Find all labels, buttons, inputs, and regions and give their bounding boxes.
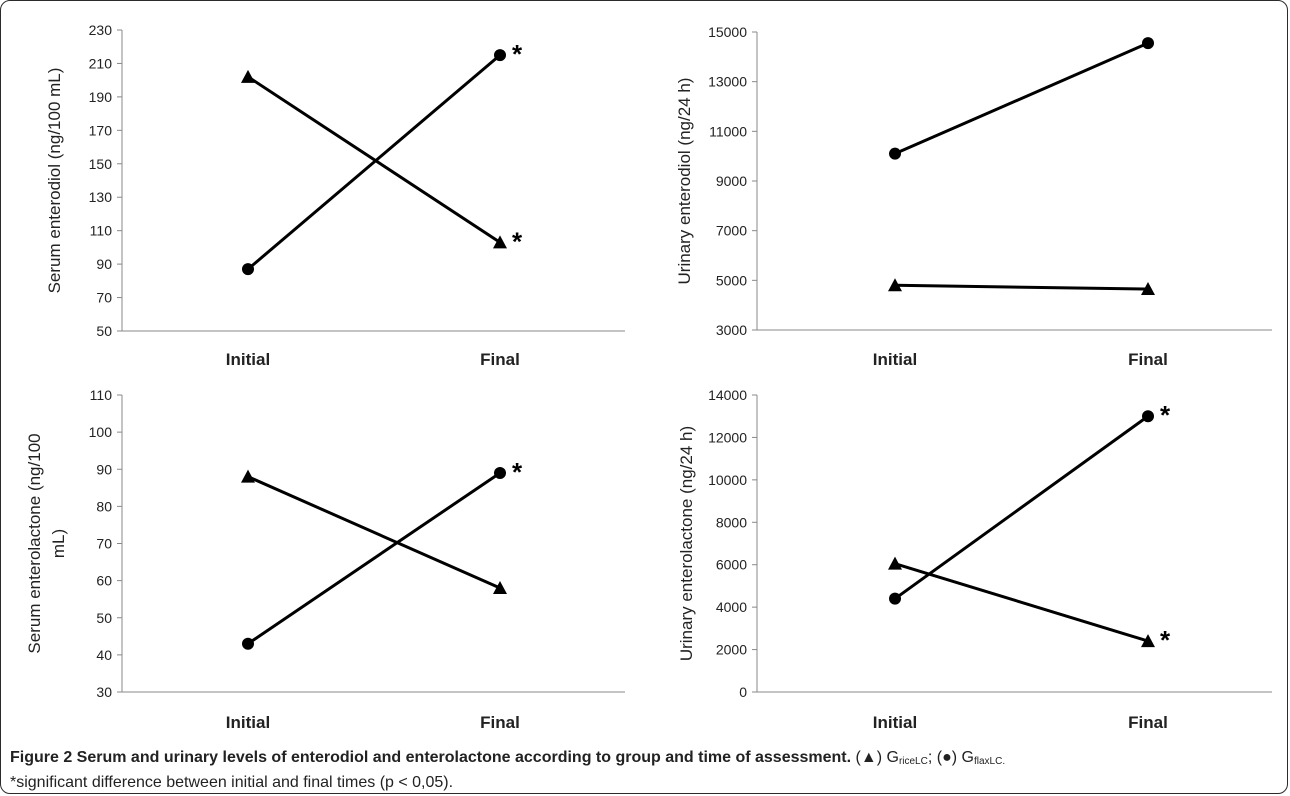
y-tick-label: 70: [96, 290, 112, 306]
y-tick-label: 7000: [716, 223, 747, 239]
circle-marker: [889, 592, 901, 605]
circle-marker: [1142, 410, 1154, 423]
chart-serum-enterolactone: 30 40 50 60 70 80 90 100 110 Initial Final Serum en…: [25, 387, 625, 732]
y-axis-label: Urinary enterolactone (ng/24 h): [677, 426, 696, 661]
y-tick-label: 2000: [716, 642, 747, 658]
y-tick-label: 9000: [716, 173, 747, 189]
triangle-marker: [888, 556, 902, 570]
legend-circle-group: GflaxLC.: [961, 749, 1006, 767]
y-tick-label: 190: [89, 89, 113, 105]
circle-series-line: [247, 471, 501, 645]
y-tick-label: 40: [96, 647, 112, 663]
y-tick-label: 30: [96, 684, 112, 700]
y-tick-label: 60: [96, 573, 112, 589]
y-tick-label: 110: [90, 387, 113, 403]
y-tick-label: 10000: [708, 472, 747, 488]
triangle-marker: [1141, 634, 1155, 648]
circle-marker: [494, 49, 506, 62]
y-tick-label: 210: [89, 55, 113, 71]
x-category-label: Final: [1128, 713, 1168, 732]
y-tick-label: 80: [96, 498, 112, 514]
chart-urinary-enterodiol: 3000 5000 7000 9000 11000 13000 15000 Initial Fi…: [675, 24, 1272, 369]
y-axis-label: Serum enterodiol (ng/100 mL): [45, 68, 64, 294]
circle-marker: [242, 637, 254, 650]
legend-triangle-group: GriceLC: [886, 749, 928, 767]
y-tick-label: 15000: [708, 24, 747, 40]
y-tick-label: 230: [89, 22, 113, 38]
triangle-series-line: [247, 475, 501, 590]
y-tick-label: 3000: [716, 322, 747, 338]
y-tick-label: 4000: [716, 599, 747, 615]
x-category-label: Initial: [226, 713, 270, 732]
y-tick-label: 100: [89, 424, 113, 440]
legend-triangle-symbol: (▲): [855, 749, 883, 766]
significance-star: *: [1160, 625, 1171, 655]
y-tick-label: 13000: [708, 74, 747, 90]
x-category-label: Initial: [226, 350, 270, 369]
triangle-series-line: [894, 562, 1149, 643]
triangle-series-line: [894, 283, 1149, 291]
y-tick-label: 12000: [708, 429, 747, 445]
legend-separator: ;: [927, 749, 933, 766]
y-tick-label: 0: [739, 684, 747, 700]
y-axis-label: Urinary enterodiol (ng/24 h): [675, 78, 694, 285]
circle-series-line: [247, 53, 501, 271]
x-category-label: Final: [480, 713, 520, 732]
y-tick-label: 11000: [709, 123, 747, 139]
circle-marker: [242, 263, 254, 276]
significance-star: *: [512, 39, 523, 69]
y-tick-label: 50: [96, 610, 112, 626]
y-tick-label: 110: [90, 223, 113, 239]
circle-marker: [494, 466, 506, 479]
y-tick-label: 170: [89, 122, 113, 138]
y-tick-label: 130: [89, 189, 113, 205]
significance-star: *: [512, 226, 523, 256]
triangle-marker: [241, 469, 255, 483]
y-tick-label: 90: [96, 256, 112, 272]
chart-serum-enterodiol: 50 70 90 110 130 150 170 190 210 230 Initial Final S…: [45, 22, 625, 369]
circle-series-line: [894, 41, 1149, 156]
caption-title: Figure 2 Serum and urinary levels of ent…: [10, 749, 852, 766]
y-tick-label: 90: [96, 461, 112, 477]
significance-star: *: [512, 457, 523, 487]
x-category-label: Initial: [873, 713, 917, 732]
significance-star: *: [1160, 400, 1171, 430]
triangle-marker: [493, 581, 507, 595]
caption-note: *significant difference between initial …: [10, 774, 454, 791]
triangle-marker: [888, 278, 902, 292]
circle-marker: [1142, 37, 1154, 50]
figure-charts: 50 70 90 110 130 150 170 190 210 230 Initial Final S…: [25, 22, 1272, 732]
y-tick-label: 6000: [716, 557, 747, 573]
legend-circle-symbol: (●): [936, 749, 958, 766]
y-tick-label: 5000: [716, 272, 747, 288]
triangle-marker: [241, 69, 255, 83]
triangle-marker: [493, 235, 507, 249]
x-category-label: Final: [1128, 350, 1168, 369]
circle-marker: [889, 147, 901, 160]
x-category-label: Initial: [873, 350, 917, 369]
y-tick-label: 70: [96, 536, 112, 552]
x-category-label: Final: [480, 350, 520, 369]
y-axis-label: mL): [49, 529, 68, 558]
y-tick-label: 50: [96, 323, 112, 339]
y-tick-label: 150: [89, 156, 113, 172]
triangle-series-line: [247, 75, 501, 244]
chart-urinary-enterolactone: 0 2000 4000 6000 8000 10000 12000 14000 Initial F…: [677, 387, 1272, 732]
circle-series-line: [894, 414, 1149, 600]
y-axis-label: Serum enterolactone (ng/100: [25, 433, 44, 653]
y-tick-label: 14000: [708, 387, 747, 403]
y-tick-label: 8000: [716, 514, 747, 530]
triangle-marker: [1141, 282, 1155, 296]
figure-caption: Figure 2 Serum and urinary levels of ent…: [10, 747, 1280, 793]
